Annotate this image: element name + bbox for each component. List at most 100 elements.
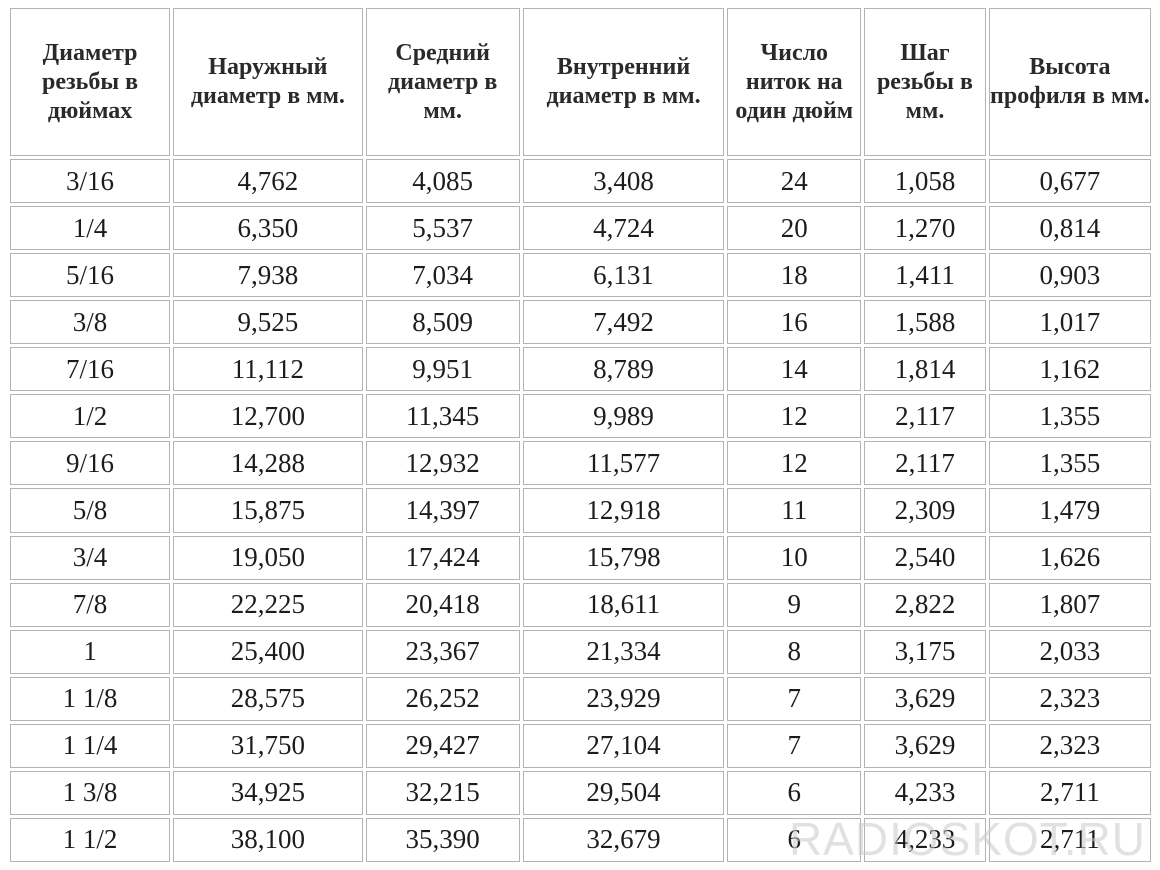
table-row: 1 1/4 31,750 29,427 27,104 7 3,629 2,323 <box>10 723 1151 768</box>
cell-threads-per-inch: 20 <box>727 206 862 251</box>
cell-profile-height: 1,626 <box>988 535 1151 580</box>
cell-thread-pitch: 2,822 <box>864 582 986 627</box>
cell-pitch-diameter: 17,424 <box>365 535 520 580</box>
cell-inner-diameter: 23,929 <box>522 676 725 721</box>
cell-profile-height: 0,677 <box>988 159 1151 204</box>
cell-inner-diameter: 4,724 <box>522 206 725 251</box>
cell-profile-height: 1,017 <box>988 300 1151 345</box>
table-row: 1 3/8 34,925 32,215 29,504 6 4,233 2,711 <box>10 770 1151 815</box>
cell-outer-diameter: 25,400 <box>173 629 363 674</box>
cell-profile-height: 1,355 <box>988 441 1151 486</box>
cell-threads-per-inch: 7 <box>727 676 862 721</box>
cell-threads-per-inch: 10 <box>727 535 862 580</box>
cell-inner-diameter: 3,408 <box>522 159 725 204</box>
cell-threads-per-inch: 18 <box>727 253 862 298</box>
cell-outer-diameter: 12,700 <box>173 394 363 439</box>
cell-outer-diameter: 7,938 <box>173 253 363 298</box>
cell-pitch-diameter: 26,252 <box>365 676 520 721</box>
cell-profile-height: 0,814 <box>988 206 1151 251</box>
cell-thread-pitch: 1,814 <box>864 347 986 392</box>
table-row: 1 1/2 38,100 35,390 32,679 6 4,233 2,711 <box>10 817 1151 862</box>
cell-thread-pitch: 1,270 <box>864 206 986 251</box>
cell-thread-pitch: 3,629 <box>864 676 986 721</box>
header-row: Диаметр резьбы в дюймах Наружный диаметр… <box>10 8 1151 156</box>
cell-diameter-inches: 3/8 <box>10 300 171 345</box>
cell-thread-pitch: 2,309 <box>864 488 986 533</box>
cell-inner-diameter: 12,918 <box>522 488 725 533</box>
table-row: 3/16 4,762 4,085 3,408 24 1,058 0,677 <box>10 159 1151 204</box>
cell-profile-height: 2,711 <box>988 817 1151 862</box>
cell-pitch-diameter: 11,345 <box>365 394 520 439</box>
cell-pitch-diameter: 20,418 <box>365 582 520 627</box>
cell-outer-diameter: 19,050 <box>173 535 363 580</box>
cell-inner-diameter: 32,679 <box>522 817 725 862</box>
cell-pitch-diameter: 14,397 <box>365 488 520 533</box>
cell-pitch-diameter: 12,932 <box>365 441 520 486</box>
table-body: 3/16 4,762 4,085 3,408 24 1,058 0,677 1/4 6,350 5… <box>10 159 1151 862</box>
table-row: 3/8 9,525 8,509 7,492 16 1,588 1,017 <box>10 300 1151 345</box>
cell-outer-diameter: 6,350 <box>173 206 363 251</box>
cell-threads-per-inch: 16 <box>727 300 862 345</box>
cell-outer-diameter: 11,112 <box>173 347 363 392</box>
cell-threads-per-inch: 7 <box>727 723 862 768</box>
cell-inner-diameter: 29,504 <box>522 770 725 815</box>
cell-profile-height: 0,903 <box>988 253 1151 298</box>
cell-diameter-inches: 7/16 <box>10 347 171 392</box>
cell-thread-pitch: 2,540 <box>864 535 986 580</box>
header-threads-per-inch: Число ниток на один дюйм <box>727 8 862 156</box>
cell-threads-per-inch: 12 <box>727 394 862 439</box>
thread-size-table: Диаметр резьбы в дюймах Наружный диаметр… <box>7 5 1154 865</box>
cell-threads-per-inch: 12 <box>727 441 862 486</box>
header-profile-height: Высота профиля в мм. <box>988 8 1151 156</box>
cell-threads-per-inch: 11 <box>727 488 862 533</box>
cell-profile-height: 1,162 <box>988 347 1151 392</box>
table-row: 1 1/8 28,575 26,252 23,929 7 3,629 2,323 <box>10 676 1151 721</box>
cell-pitch-diameter: 5,537 <box>365 206 520 251</box>
cell-profile-height: 2,033 <box>988 629 1151 674</box>
cell-diameter-inches: 1/4 <box>10 206 171 251</box>
cell-profile-height: 2,323 <box>988 723 1151 768</box>
header-diameter-inches: Диаметр резьбы в дюймах <box>10 8 171 156</box>
cell-diameter-inches: 1 1/4 <box>10 723 171 768</box>
cell-pitch-diameter: 9,951 <box>365 347 520 392</box>
cell-outer-diameter: 31,750 <box>173 723 363 768</box>
cell-thread-pitch: 4,233 <box>864 817 986 862</box>
table-row: 1/4 6,350 5,537 4,724 20 1,270 0,814 <box>10 206 1151 251</box>
cell-diameter-inches: 1 <box>10 629 171 674</box>
cell-thread-pitch: 2,117 <box>864 394 986 439</box>
header-pitch-diameter: Средний диаметр в мм. <box>365 8 520 156</box>
cell-inner-diameter: 9,989 <box>522 394 725 439</box>
cell-profile-height: 1,807 <box>988 582 1151 627</box>
cell-profile-height: 1,479 <box>988 488 1151 533</box>
table-row: 1/2 12,700 11,345 9,989 12 2,117 1,355 <box>10 394 1151 439</box>
cell-inner-diameter: 15,798 <box>522 535 725 580</box>
table-row: 9/16 14,288 12,932 11,577 12 2,117 1,355 <box>10 441 1151 486</box>
cell-outer-diameter: 22,225 <box>173 582 363 627</box>
cell-profile-height: 1,355 <box>988 394 1151 439</box>
cell-profile-height: 2,323 <box>988 676 1151 721</box>
cell-outer-diameter: 4,762 <box>173 159 363 204</box>
cell-diameter-inches: 7/8 <box>10 582 171 627</box>
cell-outer-diameter: 14,288 <box>173 441 363 486</box>
cell-threads-per-inch: 6 <box>727 817 862 862</box>
cell-outer-diameter: 34,925 <box>173 770 363 815</box>
cell-outer-diameter: 9,525 <box>173 300 363 345</box>
cell-diameter-inches: 5/16 <box>10 253 171 298</box>
cell-inner-diameter: 7,492 <box>522 300 725 345</box>
cell-diameter-inches: 1/2 <box>10 394 171 439</box>
cell-thread-pitch: 4,233 <box>864 770 986 815</box>
cell-pitch-diameter: 4,085 <box>365 159 520 204</box>
table-row: 5/8 15,875 14,397 12,918 11 2,309 1,479 <box>10 488 1151 533</box>
cell-pitch-diameter: 29,427 <box>365 723 520 768</box>
cell-thread-pitch: 2,117 <box>864 441 986 486</box>
cell-diameter-inches: 1 3/8 <box>10 770 171 815</box>
cell-inner-diameter: 8,789 <box>522 347 725 392</box>
cell-outer-diameter: 38,100 <box>173 817 363 862</box>
cell-inner-diameter: 27,104 <box>522 723 725 768</box>
cell-threads-per-inch: 24 <box>727 159 862 204</box>
cell-profile-height: 2,711 <box>988 770 1151 815</box>
cell-thread-pitch: 3,629 <box>864 723 986 768</box>
cell-threads-per-inch: 8 <box>727 629 862 674</box>
table-row: 1 25,400 23,367 21,334 8 3,175 2,033 <box>10 629 1151 674</box>
cell-pitch-diameter: 8,509 <box>365 300 520 345</box>
